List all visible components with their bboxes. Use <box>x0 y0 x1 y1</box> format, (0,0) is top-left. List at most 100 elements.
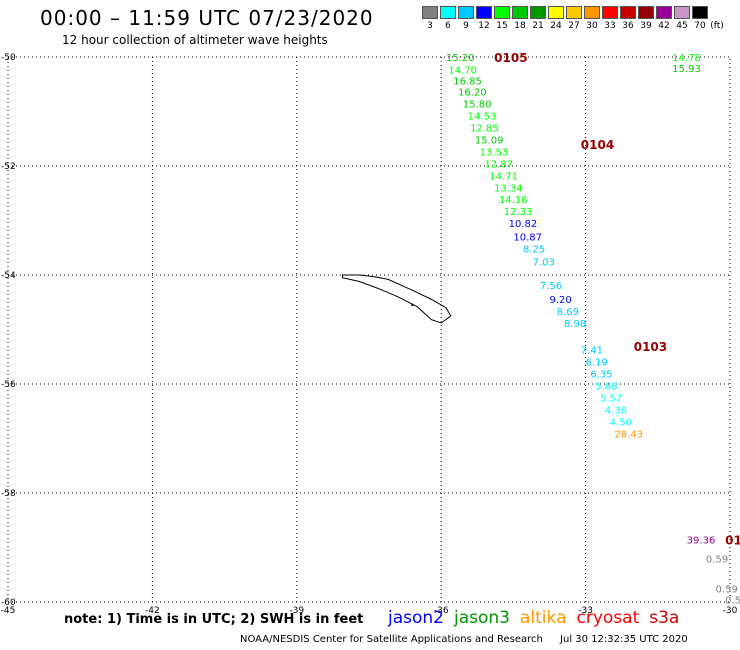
legend-unit: (ft) <box>710 21 724 31</box>
legend-label-24: 24 <box>550 21 562 31</box>
pass-label: 0104 <box>581 138 614 152</box>
swh-observation: 6.19 <box>586 358 608 369</box>
islet-dot <box>411 303 414 307</box>
satellite-cryosat: cryosat <box>576 608 640 628</box>
legend-swatch-70 <box>692 6 708 19</box>
legend-label-33: 33 <box>604 21 616 31</box>
satellite-jason3: jason3 <box>454 608 510 628</box>
swh-observation: 10.87 <box>513 232 542 243</box>
swh-observation: 5.68 <box>595 382 617 393</box>
satellite-legend: jason2 jason3 altika cryosat s3a <box>388 608 689 628</box>
legend-labels: 3 6 9 12 15 18 21 24 27 30 33 36 39 42 45 70 (ft) <box>422 19 740 33</box>
legend-label-12: 12 <box>478 21 490 31</box>
swh-observation: 28.43 <box>614 430 643 441</box>
credit-line: NOAA/NESDIS Center for Satellite Applica… <box>240 634 702 645</box>
swh-observation: 7.03 <box>533 257 555 268</box>
legend-label-3: 3 <box>427 21 433 31</box>
swh-observation: 15.20 <box>446 53 475 64</box>
swh-observation: 15.09 <box>475 135 504 146</box>
swh-observation: 7.56 <box>540 281 562 292</box>
legend-label-21: 21 <box>532 21 544 31</box>
legend-swatches <box>422 6 740 19</box>
tick-label-lon: -39 <box>289 606 304 616</box>
tick-label-lat: -60 <box>1 598 16 608</box>
legend-swatch-42 <box>656 6 672 19</box>
legend-swatch-15 <box>494 6 510 19</box>
map-frame <box>7 56 731 603</box>
swh-observation: 10.82 <box>509 219 538 230</box>
tick-label-lon: -36 <box>434 606 449 616</box>
footer-note: note: 1) Time is in UTC; 2) SWH is in fe… <box>64 612 364 627</box>
tick-label-lat: -56 <box>1 380 16 390</box>
legend-label-18: 18 <box>514 21 526 31</box>
swh-observation: 14.71 <box>489 171 518 182</box>
legend-swatch-3 <box>422 6 438 19</box>
legend-swatch-33 <box>602 6 618 19</box>
swh-observation: 4.50 <box>610 418 632 429</box>
swh-observation: 0.59 <box>725 595 740 606</box>
swh-observation: 12.87 <box>485 159 514 170</box>
swh-observation: 15.93 <box>672 64 701 75</box>
swh-observation: 14.16 <box>499 195 528 206</box>
swh-observation: 0.59 <box>706 554 728 565</box>
generated-timestamp: Jul 30 12:32:35 UTC 2020 <box>560 634 688 645</box>
credit-text: NOAA/NESDIS Center for Satellite Applica… <box>240 634 543 645</box>
legend-label-42: 42 <box>658 21 670 31</box>
swh-observation: 8.69 <box>557 307 579 318</box>
south-georgia-island <box>342 274 452 324</box>
swh-observation: 15.80 <box>463 99 492 110</box>
pass-label: 0102 <box>725 533 740 547</box>
swh-observation: 12.85 <box>470 123 499 134</box>
legend-swatch-30 <box>584 6 600 19</box>
tick-label-lat: -54 <box>1 271 16 281</box>
tick-label-lon: -45 <box>1 606 16 616</box>
swh-observation: 16.20 <box>458 87 487 98</box>
legend-label-6: 6 <box>445 21 451 31</box>
legend-label-27: 27 <box>568 21 580 31</box>
legend-swatch-24 <box>548 6 564 19</box>
swh-observation: 14.78 <box>672 53 701 64</box>
page-subtitle: 12 hour collection of altimeter wave hei… <box>62 33 328 47</box>
legend-swatch-21 <box>530 6 546 19</box>
swh-observation: 14.70 <box>448 66 477 77</box>
page-title: 00:00 – 11:59 UTC 07/23/2020 <box>40 6 374 30</box>
tick-label-lon: -33 <box>578 606 593 616</box>
satellite-jason2: jason2 <box>388 608 444 628</box>
swh-observation: 16.85 <box>453 76 482 87</box>
swh-observation: 7.41 <box>581 346 603 357</box>
legend-swatch-45 <box>674 6 690 19</box>
swh-observation: 12.33 <box>504 207 533 218</box>
legend-label-39: 39 <box>640 21 652 31</box>
swh-observation: 8.25 <box>523 244 545 255</box>
legend-label-9: 9 <box>463 21 469 31</box>
legend-label-36: 36 <box>622 21 634 31</box>
swh-observation: 9.20 <box>550 295 572 306</box>
satellite-s3a: s3a <box>649 608 680 628</box>
swh-observation: 13.53 <box>480 147 509 158</box>
legend-swatch-12 <box>476 6 492 19</box>
legend-swatch-39 <box>638 6 654 19</box>
pass-label: 0105 <box>494 51 527 65</box>
satellite-altika: altika <box>520 608 567 628</box>
swh-observation: 0.59 <box>716 584 738 595</box>
swh-observation: 13.34 <box>494 183 523 194</box>
tick-label-lon: -42 <box>145 606 160 616</box>
legend-label-70: 70 <box>694 21 706 31</box>
legend-swatch-27 <box>566 6 582 19</box>
legend-swatch-18 <box>512 6 528 19</box>
pass-label: 0103 <box>634 340 667 354</box>
legend-swatch-9 <box>458 6 474 19</box>
swh-observation: 14.53 <box>468 111 497 122</box>
swh-observation: 39.36 <box>687 535 716 546</box>
legend-label-30: 30 <box>586 21 598 31</box>
swh-observation: 5.57 <box>600 394 622 405</box>
legend-label-15: 15 <box>496 21 508 31</box>
swh-observation: 8.98 <box>564 319 586 330</box>
tick-label-lon: -30 <box>723 606 738 616</box>
legend-swatch-36 <box>620 6 636 19</box>
legend-swatch-6 <box>440 6 456 19</box>
color-legend: 3 6 9 12 15 18 21 24 27 30 33 36 39 42 45 70 (ft) <box>422 6 740 33</box>
swh-observation: 6.35 <box>590 370 612 381</box>
swh-observation: 4.38 <box>605 406 627 417</box>
